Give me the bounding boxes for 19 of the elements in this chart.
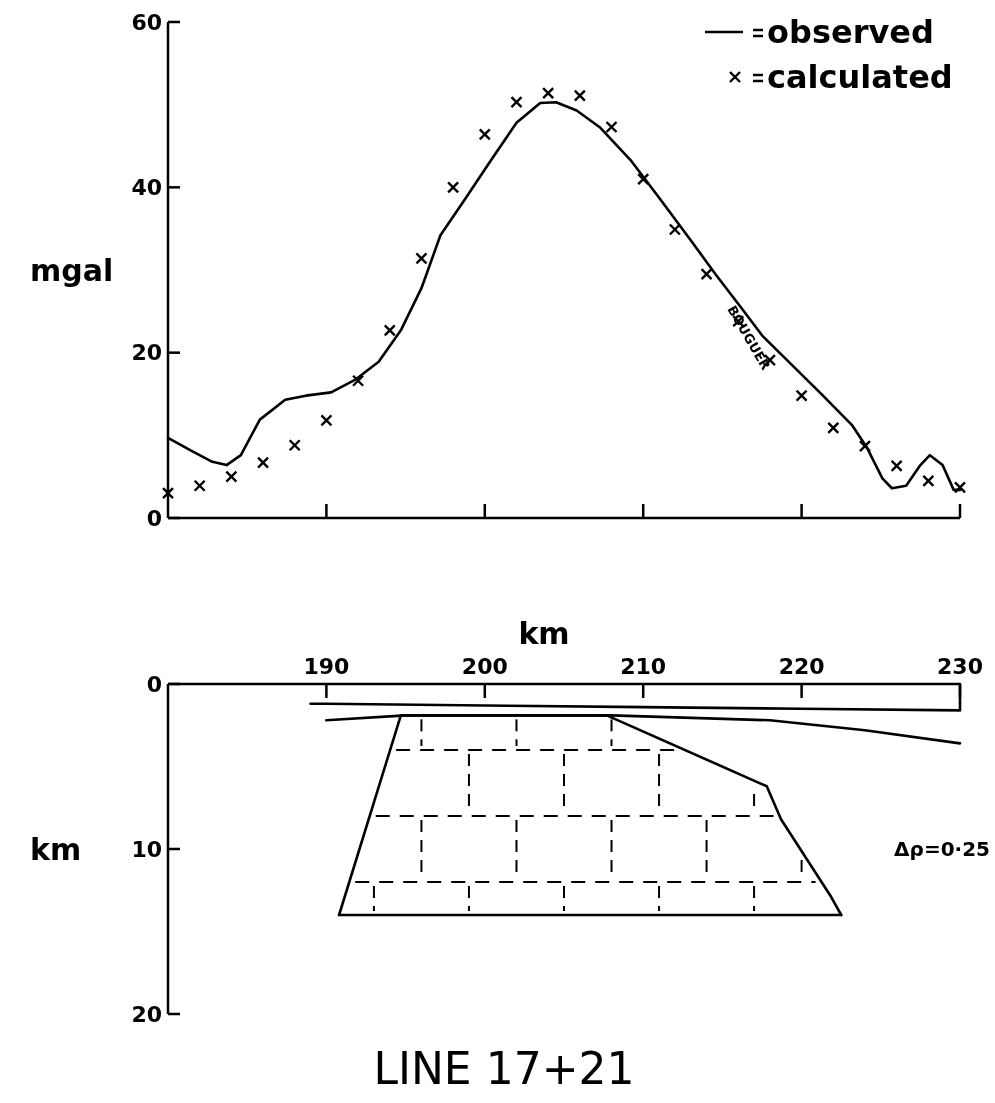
y-tick-label: 20 <box>131 340 162 366</box>
y-tick-label: 40 <box>131 175 162 201</box>
annotation: Δρ=0·25 <box>894 837 990 861</box>
x-tick-label: 200 <box>461 654 508 679</box>
legend-label: observed <box>767 13 934 52</box>
x-tick-label: 190 <box>303 654 350 679</box>
x-tick-label: 220 <box>778 654 825 679</box>
x-tick-label: 230 <box>937 654 983 679</box>
x-tick-label: 210 <box>620 654 667 679</box>
y-tick-label: 20 <box>131 1001 162 1027</box>
x-axis-title: km <box>518 616 570 651</box>
y-axis-title: mgal <box>30 252 114 288</box>
y-axis-title: km <box>30 831 82 867</box>
y-tick-label: 60 <box>131 9 162 35</box>
y-tick-label: 10 <box>131 836 162 862</box>
legend-label: calculated <box>767 58 953 97</box>
text: LINE 17+21 <box>373 1043 635 1094</box>
y-tick-label: 0 <box>146 505 162 531</box>
y-tick-label: 0 <box>146 671 162 697</box>
